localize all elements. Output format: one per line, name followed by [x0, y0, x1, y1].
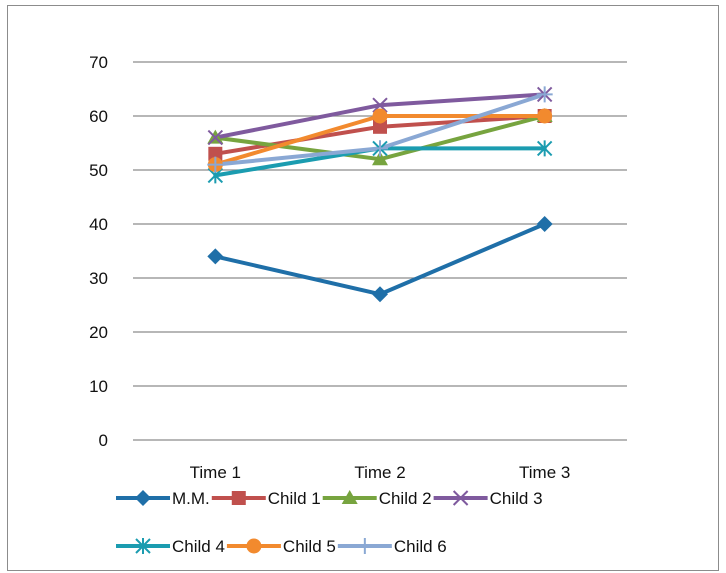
data-point-m-m [372, 286, 388, 303]
data-point-child-4 [536, 140, 553, 157]
series-markers [207, 86, 553, 303]
x-tick-label: Time 2 [354, 463, 405, 482]
y-tick-label: 70 [89, 53, 108, 72]
legend-label: Child 4 [172, 537, 225, 556]
legend-label: Child 3 [490, 489, 543, 508]
legend-marker [135, 490, 151, 506]
data-point-child-6 [372, 140, 388, 157]
data-point-child-3 [207, 129, 224, 146]
legend-marker [341, 490, 358, 504]
legend-marker [135, 538, 151, 554]
y-tick-label: 10 [89, 377, 108, 396]
data-point-m-m [207, 248, 224, 265]
legend-marker [452, 490, 469, 506]
data-point-child-1 [208, 146, 223, 161]
legend-marker [231, 491, 246, 505]
legend-marker [246, 538, 262, 554]
x-tick-label: Time 3 [519, 463, 570, 482]
y-tick-label: 50 [89, 161, 108, 180]
chart-frame [7, 5, 719, 571]
legend-item-child-1: Child 1 [211, 489, 321, 508]
x-axis-tick-labels: Time 1 Time 2 Time 3 [190, 463, 571, 482]
legend-item-child-4: Child 4 [116, 537, 225, 556]
series-line-m-m [213, 222, 547, 297]
y-tick-label: 60 [89, 107, 108, 126]
y-tick-label: 30 [89, 269, 108, 288]
legend-marker [356, 538, 373, 554]
legend-label: Child 6 [394, 537, 447, 556]
data-point-child-5 [537, 108, 553, 124]
data-point-child-6 [207, 156, 224, 173]
x-tick-label: Time 1 [190, 463, 241, 482]
legend-label: Child 1 [268, 489, 321, 508]
legend: M.M. Child 1 Child 2 Child 3 Child 4 Child 5 C… [116, 489, 543, 556]
legend-item-m-m: M.M. [116, 489, 210, 508]
y-tick-label: 20 [89, 323, 108, 342]
legend-item-child-5: Child 5 [226, 537, 336, 556]
legend-item-child-3: Child 3 [433, 489, 543, 508]
legend-label: Child 2 [379, 489, 432, 508]
data-point-child-5 [372, 108, 388, 124]
legend-label: M.M. [172, 489, 210, 508]
legend-label: Child 5 [283, 537, 336, 556]
data-point-child-2 [372, 151, 388, 166]
data-point-m-m [536, 216, 553, 232]
data-point-child-3 [372, 97, 388, 113]
data-point-child-1 [373, 119, 387, 134]
legend-item-child-6: Child 6 [337, 537, 447, 556]
y-tick-label: 40 [89, 215, 108, 234]
y-axis-tick-labels: 0 10 20 30 40 50 60 70 [89, 53, 108, 450]
data-point-child-6 [536, 86, 553, 103]
y-tick-label: 0 [99, 431, 108, 450]
legend-item-child-2: Child 2 [322, 489, 432, 508]
